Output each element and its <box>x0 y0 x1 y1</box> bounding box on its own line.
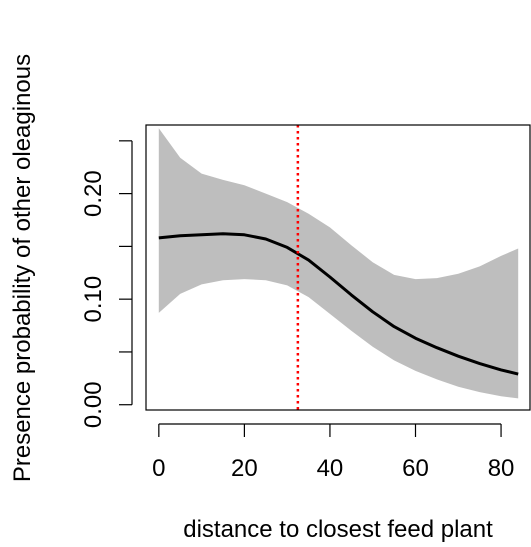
plot-box <box>145 124 531 411</box>
confidence-band <box>158 128 519 399</box>
x-tick-label: 80 <box>488 455 515 482</box>
x-tick-label: 0 <box>152 455 165 482</box>
y-tick-label: 0.10 <box>80 276 107 323</box>
y-tick-label: 0.00 <box>80 381 107 428</box>
fitted-curve <box>158 232 519 376</box>
y-tick-label: 0.20 <box>80 170 107 217</box>
x-tick-label: 60 <box>402 455 429 482</box>
x-tick-label: 20 <box>231 455 258 482</box>
y-axis: 0.00 0.10 0.20 <box>80 140 133 428</box>
x-axis: 0 20 40 60 80 <box>152 423 515 482</box>
x-tick-label: 40 <box>317 455 344 482</box>
x-axis-label: distance to closest feed plant <box>183 516 493 543</box>
y-axis-label: Presence probability of other oleaginous <box>9 54 36 482</box>
